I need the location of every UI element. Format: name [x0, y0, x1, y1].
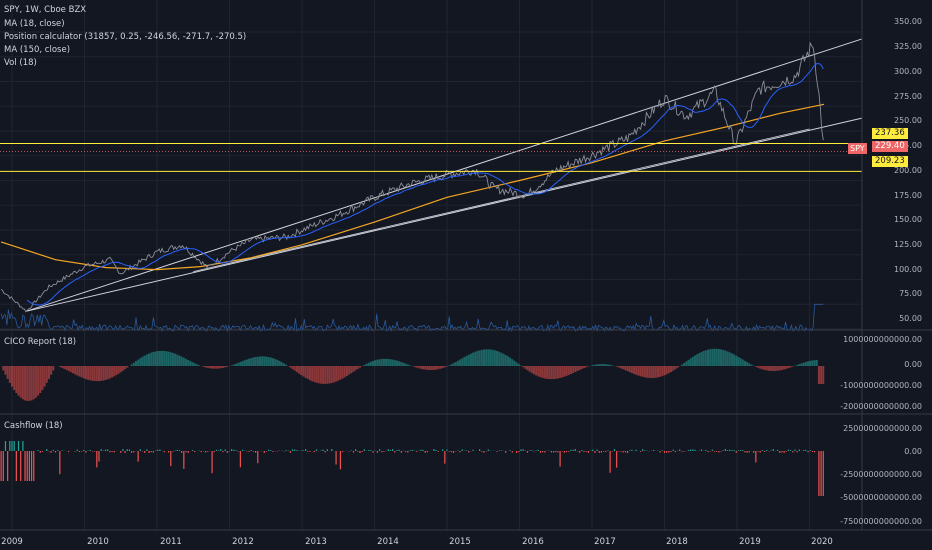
- cico-tick: 0.00: [904, 360, 922, 369]
- ma18-line: [26, 62, 824, 306]
- price-tick: 350.00: [894, 17, 922, 26]
- legend-ma18[interactable]: MA (18, close): [4, 19, 65, 29]
- price-tick: 75.00: [899, 289, 922, 298]
- time-label: 2019: [739, 537, 761, 547]
- legend-symbol[interactable]: SPY, 1W, Cboe BZX: [4, 5, 87, 15]
- legend-vol[interactable]: Vol (18): [4, 58, 37, 68]
- time-label: 2013: [305, 537, 327, 547]
- price-line: [0, 41, 824, 313]
- time-label: 2009: [1, 537, 23, 547]
- price-tick: 150.00: [894, 215, 922, 224]
- cashflow-tick: -5000000000000.00: [840, 493, 922, 502]
- pane-separators: [0, 0, 932, 531]
- cashflow-histogram: [0, 441, 824, 496]
- cico-pane-title[interactable]: CICO Report (18): [4, 337, 77, 347]
- cashflow-tick: -7500000000000.00: [840, 517, 922, 526]
- level-209-tag[interactable]: 209.23: [872, 156, 908, 167]
- symbol-tag: SPY: [848, 143, 867, 154]
- price-tick: 275.00: [894, 92, 922, 101]
- time-label: 2020: [811, 537, 833, 547]
- volume-series: [0, 303, 824, 333]
- time-label: 2017: [594, 537, 616, 547]
- horizontal-levels[interactable]: [0, 143, 862, 172]
- time-label: 2012: [232, 537, 254, 547]
- price-tick: 250.00: [894, 116, 922, 125]
- price-tick: 225.00: [894, 141, 922, 150]
- time-label: 2011: [160, 537, 182, 547]
- price-tick: 125.00: [894, 240, 922, 249]
- channel-lower-line: [26, 117, 863, 312]
- price-series: [0, 41, 824, 313]
- time-label: 2014: [377, 537, 399, 547]
- cico-tick: 1000000000000.00: [843, 335, 922, 344]
- price-tick: 175.00: [894, 191, 922, 200]
- price-tick: 50.00: [899, 314, 922, 323]
- trendlines[interactable]: [26, 38, 863, 312]
- cashflow-tick: 0.00: [904, 447, 922, 456]
- price-tick: 200.00: [894, 166, 922, 175]
- level-237-tag[interactable]: 237.36: [872, 128, 908, 139]
- cico-histogram: [2, 348, 825, 401]
- time-label: 2018: [666, 537, 688, 547]
- price-tick: 300.00: [894, 67, 922, 76]
- time-label: 2010: [87, 537, 109, 547]
- ma150-path: [0, 103, 825, 271]
- last-price-tag[interactable]: 229.40: [872, 141, 908, 152]
- ma150-line: [0, 103, 825, 271]
- legend-ma150[interactable]: MA (150, close): [4, 45, 71, 55]
- volume-line: [0, 303, 824, 333]
- ma18-path: [26, 62, 824, 306]
- time-label: 2015: [449, 537, 471, 547]
- cashflow-pane-title[interactable]: Cashflow (18): [4, 421, 63, 431]
- cashflow-tick: 2500000000000.00: [843, 424, 922, 433]
- cico-tick: -2000000000000.00: [840, 402, 922, 411]
- legend-position-calculator[interactable]: Position calculator (31857, 0.25, -246.5…: [4, 32, 247, 42]
- support-line: [193, 128, 810, 272]
- price-tick: 100.00: [894, 265, 922, 274]
- cashflow-tick: -2500000000000.00: [840, 470, 922, 479]
- price-tick: 325.00: [894, 42, 922, 51]
- time-label: 2016: [522, 537, 544, 547]
- cico-tick: -1000000000000.00: [840, 381, 922, 390]
- channel-upper-line: [26, 38, 863, 312]
